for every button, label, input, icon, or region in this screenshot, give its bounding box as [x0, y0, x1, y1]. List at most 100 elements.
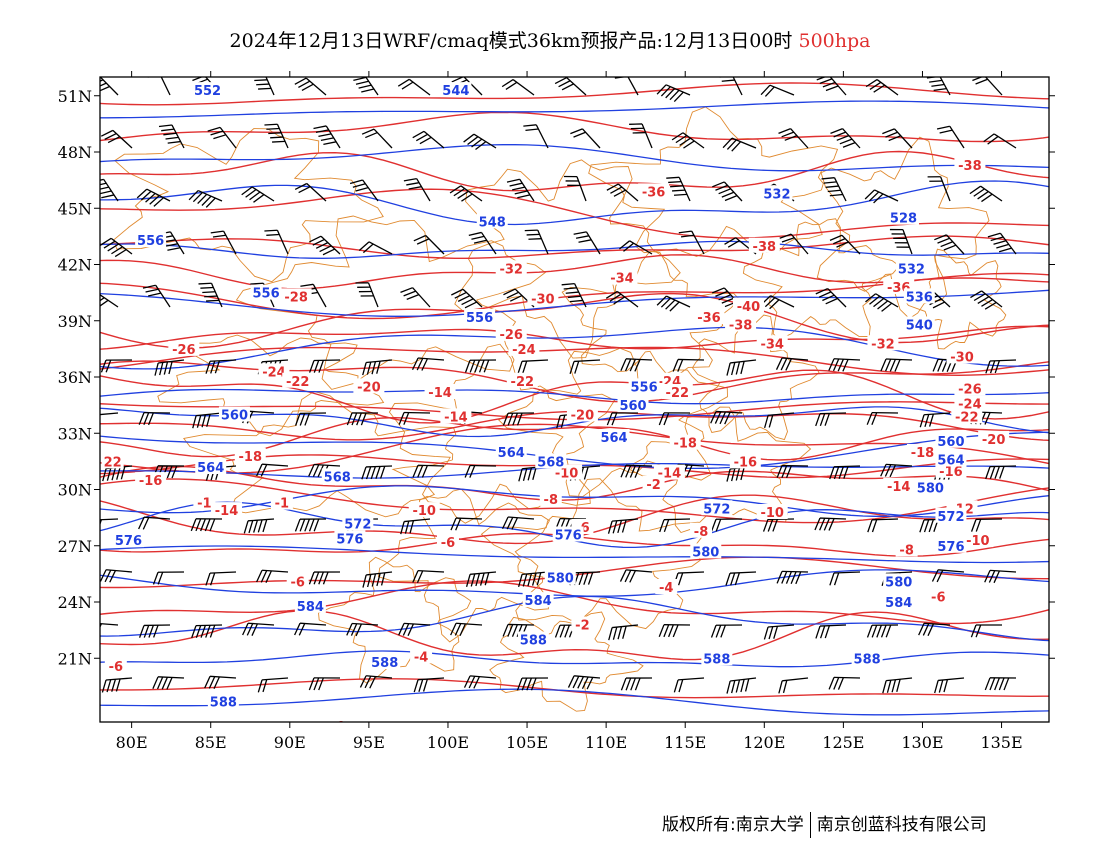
wind-barb-feather [996, 243, 1010, 249]
wind-barb-feather [100, 182, 107, 186]
wind-barb-feather [843, 466, 849, 479]
boundary-line [157, 334, 385, 437]
wind-barb-feather [153, 197, 164, 207]
wind-barb-feather [120, 466, 126, 480]
wind-barb-feather [934, 234, 947, 241]
wind-barb-feather [554, 625, 561, 638]
lon-label: 95E [353, 733, 385, 752]
wind-barb-feather [666, 176, 680, 179]
wind-barb-feather [660, 297, 672, 308]
wind-barb-feather [724, 195, 738, 202]
contour-label-bg [464, 309, 496, 324]
wind-barb-feather [680, 234, 695, 238]
wind-barb-feather [866, 625, 873, 638]
contour-value-label: 564 [600, 431, 627, 446]
contour-label-bg [353, 378, 385, 394]
wind-barb-feather [248, 520, 254, 534]
wind-barb-staff [248, 518, 275, 522]
wind-barb-feather [192, 191, 203, 203]
wind-barb-feather [830, 128, 843, 134]
wind-barb-feather [712, 181, 725, 188]
wind-barb-feather [100, 299, 109, 307]
wind-barb-feather [833, 677, 840, 690]
contour-label-bg [476, 213, 508, 229]
wind-barb-staff [100, 412, 119, 416]
wind-barb-feather [188, 190, 199, 201]
contour-line [100, 569, 1049, 597]
wind-barb-feather [876, 624, 882, 638]
contour-label-bg [527, 290, 559, 306]
wind-barb-feather [206, 414, 211, 427]
wind-barb-feather [819, 413, 826, 427]
wind-barb-feather [760, 84, 771, 96]
wind-barb-feather [249, 191, 261, 201]
wind-barb-feather [469, 360, 476, 373]
lat-label: 21N [58, 649, 92, 668]
contour-value-label: 576 [937, 540, 964, 555]
wind-barb-feather [294, 413, 301, 426]
wind-barb-feather [981, 299, 993, 307]
wind-barb-feather [105, 359, 112, 373]
wind-barb-feather [731, 680, 736, 694]
wind-barb-feather [376, 360, 381, 374]
wind-barb-staff [262, 677, 289, 681]
wind-barb-feather [865, 79, 878, 88]
wind-barb-feather [418, 679, 424, 692]
contour-label-bg [701, 650, 733, 666]
contour-label-bg [748, 237, 780, 253]
wind-barb-feather [871, 519, 878, 533]
wind-barb-feather [558, 80, 571, 88]
wind-barb-feather [873, 193, 884, 204]
wind-barb-feather [932, 359, 939, 372]
contour-value-label: -32 [499, 262, 523, 277]
lat-label: 36N [58, 368, 92, 387]
wind-barb-feather [536, 572, 542, 586]
wind-barb-feather [346, 412, 353, 426]
contour-value-label: 560 [937, 435, 964, 450]
wind-barb-feather [250, 71, 263, 72]
wind-barb-feather [740, 679, 745, 693]
wind-barb-feather [781, 465, 788, 478]
wind-barb-feather [726, 468, 731, 482]
wind-barb-feather [823, 181, 837, 184]
wind-barb-feather [532, 467, 537, 480]
wind-barb-feather [994, 466, 1000, 479]
lat-label: 33N [58, 424, 92, 443]
wind-barb-feather [929, 79, 943, 83]
wind-barb-feather [891, 679, 897, 693]
wind-barb-feather [213, 676, 220, 690]
wind-barb-feather [829, 572, 835, 586]
wind-barb-feather [587, 572, 594, 585]
contour-value-label: -30 [531, 292, 555, 307]
wind-barb-feather [866, 412, 873, 425]
wind-barb-feather [776, 465, 783, 478]
wind-barb-feather [570, 128, 583, 135]
wind-barb-feather [205, 572, 211, 586]
wind-barb-feather [999, 466, 1005, 479]
wind-barb-staff [373, 128, 393, 149]
wind-barb-feather [877, 300, 889, 310]
wind-barb-feather [100, 519, 102, 526]
wind-barb-staff [732, 77, 743, 96]
wind-barb-feather [200, 286, 214, 289]
contour-label-bg [369, 654, 401, 669]
wind-barb-feather [401, 81, 414, 90]
wind-barb-feather [724, 237, 737, 245]
wind-barb-feather [197, 193, 208, 205]
wind-barb-staff [103, 178, 119, 202]
wind-barb-feather [313, 125, 327, 130]
wind-barb-feather [308, 464, 315, 477]
wind-barb-feather [406, 182, 420, 186]
contour-value-label: -14 [215, 504, 239, 519]
wind-barb-feather [931, 569, 939, 582]
wind-barb-feather [319, 245, 332, 253]
copyright-divider [809, 812, 811, 838]
wind-barb-feather [142, 284, 156, 289]
lon-label: 105E [506, 733, 548, 752]
contour-value-label: 576 [336, 532, 363, 547]
wind-barb-staff [939, 77, 951, 96]
wind-barb-feather [720, 624, 726, 638]
wind-barb-staff [512, 79, 535, 96]
contour-value-label: -10 [966, 534, 990, 549]
wind-barb-staff [209, 571, 237, 574]
